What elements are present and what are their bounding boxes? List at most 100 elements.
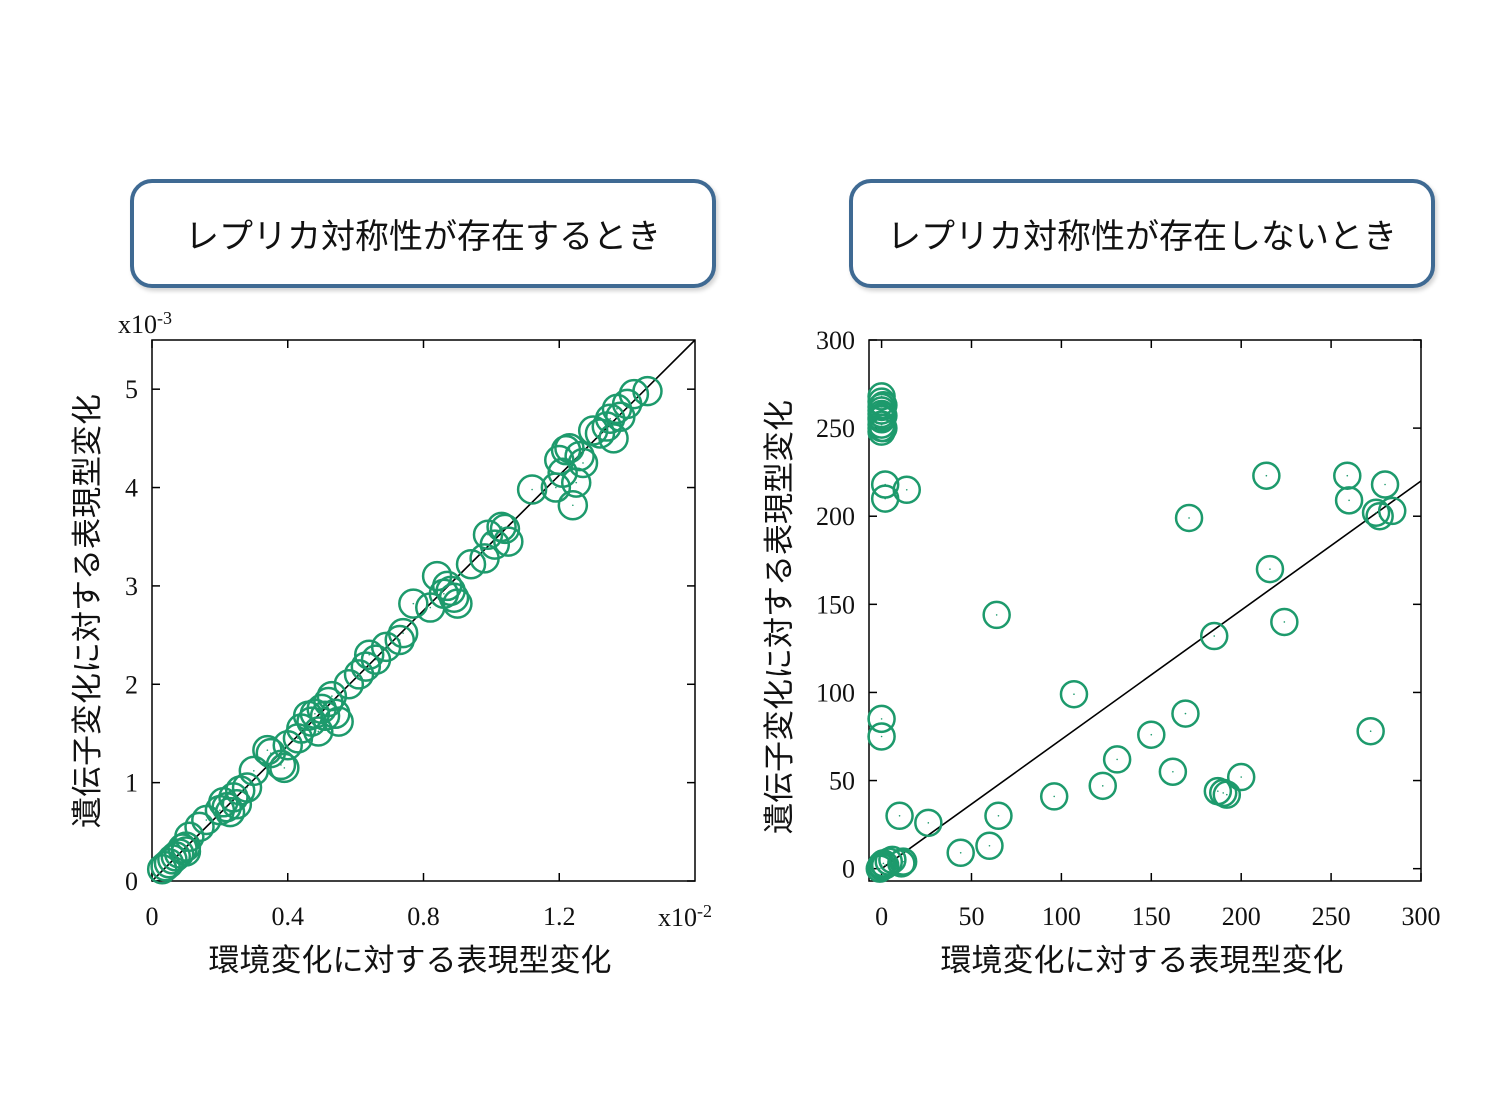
left-y-multiplier: x10-3 (118, 308, 172, 339)
x-tick-label: 0.8 (407, 902, 440, 931)
data-point (479, 529, 511, 560)
data-point-center (500, 526, 503, 528)
left-chart: 0 0.4 0.8 1.2 0 1 2 3 4 5 x10-3 x10-2 環境変化に対する表現… (70, 308, 712, 979)
data-point-center (891, 859, 894, 861)
y-tick-label: 250 (816, 414, 855, 443)
data-point-center (531, 488, 533, 491)
data-point (350, 651, 382, 682)
data-point-center (375, 658, 377, 661)
data-point-center (253, 770, 255, 772)
data-point-center (266, 749, 269, 751)
y-tick-label: 0 (842, 855, 855, 884)
x-tick-label: 0.4 (272, 902, 305, 931)
data-point (1252, 461, 1281, 490)
x-tick-label: 200 (1222, 902, 1261, 931)
data-point (442, 588, 473, 619)
data-point (870, 470, 900, 499)
data-point-center (198, 826, 201, 828)
data-point-center (575, 481, 578, 484)
data-point-center (582, 462, 584, 464)
data-point-center (880, 423, 883, 426)
chart-title-left: レプリカ対称性が存在するとき (130, 179, 716, 288)
data-point-center (927, 822, 930, 824)
data-point (1226, 762, 1256, 792)
data-point (867, 722, 896, 751)
y-tick-label: 0 (125, 867, 138, 896)
data-point (214, 796, 246, 828)
data-point (398, 588, 429, 619)
data-point (184, 811, 215, 843)
data-point-center (1217, 790, 1219, 792)
data-point-center (1150, 733, 1153, 736)
data-point-center (1391, 510, 1394, 512)
data-point-center (988, 844, 991, 847)
data-point-center (1188, 517, 1190, 519)
data-point-center (317, 730, 320, 733)
data-point-center (900, 862, 903, 865)
data-point (221, 789, 253, 820)
data-point-center (429, 606, 432, 609)
data-point (887, 849, 916, 878)
data-point (869, 413, 898, 443)
data-point-center (1184, 712, 1187, 715)
data-point-center (646, 390, 649, 392)
data-point-center (1172, 770, 1174, 773)
x-tick-label: 1.2 (543, 902, 576, 931)
left-points (146, 375, 663, 885)
data-point-center (884, 497, 886, 500)
data-point (387, 617, 419, 649)
data-point (1270, 607, 1299, 637)
data-point (1059, 679, 1089, 709)
data-point-center (880, 718, 883, 720)
data-point (323, 706, 354, 737)
data-point-center (402, 632, 404, 634)
data-point-center (1226, 793, 1228, 796)
right-chart: 0 50 100 150 200 250 300 0 50 100 150 200 250 300 環境… (762, 326, 1441, 979)
data-point-center (1346, 474, 1349, 477)
data-point-center (219, 809, 221, 811)
left-x-multiplier: x10-2 (658, 901, 712, 932)
data-point-center (905, 488, 908, 491)
data-point-center (246, 786, 248, 789)
data-point-center (232, 796, 235, 799)
data-point-center (483, 557, 486, 560)
data-point-center (178, 852, 180, 855)
data-point-center (1269, 568, 1271, 570)
data-point (870, 850, 900, 880)
data-point (1158, 757, 1188, 786)
data-point-center (239, 789, 242, 792)
data-point (564, 440, 595, 472)
x-tick-label: 50 (958, 902, 984, 931)
data-point-center (880, 735, 883, 738)
data-point (1365, 501, 1394, 531)
right-fit-line (881, 480, 1422, 870)
right-x-axis: 0 50 100 150 200 250 300 (875, 340, 1441, 931)
data-point (486, 511, 517, 543)
data-point (438, 582, 470, 613)
y-tick-label: 3 (125, 572, 138, 601)
data-point-center (995, 614, 998, 616)
data-point (265, 749, 297, 781)
data-point (1088, 771, 1117, 801)
data-point (870, 484, 900, 513)
left-y-axis-title: 遺伝子変化に対する表現型変化 (70, 394, 106, 828)
data-point (982, 600, 1011, 630)
data-point (174, 821, 205, 852)
data-point-center (331, 695, 333, 697)
data-point (1334, 486, 1364, 515)
x-tick-label: 250 (1312, 902, 1351, 931)
data-point (516, 474, 548, 505)
right-x-axis-title: 環境変化に対する表現型変化 (941, 943, 1344, 979)
data-point-center (1348, 499, 1350, 502)
data-point (598, 423, 629, 454)
data-point (914, 808, 943, 838)
data-point-center (205, 819, 208, 821)
right-y-axis: 0 50 100 150 200 250 300 (816, 326, 1421, 884)
data-point (384, 624, 415, 656)
data-point (1137, 720, 1166, 749)
data-point (1370, 470, 1400, 499)
data-point (1212, 780, 1242, 809)
data-point (1361, 498, 1391, 527)
data-point (867, 403, 896, 432)
data-point-center (443, 592, 445, 595)
